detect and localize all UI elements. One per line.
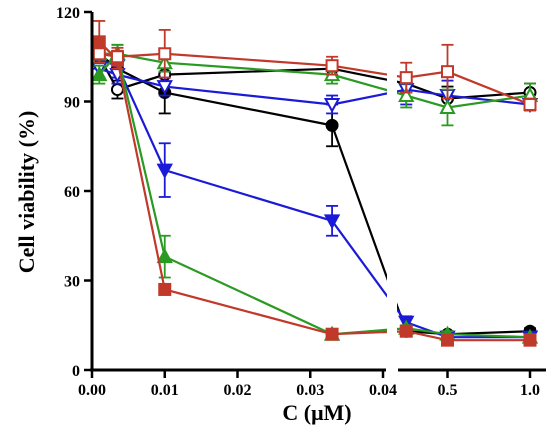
x-tick-label: 0.5 [438, 382, 458, 399]
data-point [441, 333, 454, 347]
ticks-layer: 0 30 60 90 120 0.00 0.01 0.02 0.03 0.04 0.5 1.0 [56, 5, 540, 399]
data-point [398, 86, 415, 103]
series-layer [91, 20, 539, 347]
data-point [399, 71, 413, 85]
data-point [110, 50, 124, 64]
data-point [441, 65, 454, 79]
x-tick-label: 0.01 [151, 382, 179, 399]
axis-break-gap [387, 8, 397, 358]
x-tick-label: 0.04 [369, 382, 397, 399]
x-tick-label: 1.0 [520, 382, 540, 399]
data-point [439, 98, 456, 114]
y-tick-label: 120 [56, 5, 80, 22]
x-axis-title: C (μM) [282, 400, 351, 425]
y-tick-label: 30 [64, 274, 80, 291]
data-point [323, 97, 341, 114]
y-tick-label: 90 [64, 95, 80, 112]
data-point [325, 59, 339, 73]
data-point [399, 324, 413, 338]
x-tick-label: 0.00 [78, 382, 106, 399]
series-8 [92, 28, 537, 112]
data-point [91, 66, 108, 82]
data-point [325, 327, 339, 341]
data-point [323, 214, 341, 230]
data-point [156, 248, 173, 264]
data-point [523, 97, 537, 111]
data-point [156, 163, 173, 179]
x-tick-label: 0.02 [224, 382, 252, 399]
data-point [110, 83, 124, 97]
data-point [158, 47, 172, 61]
data-point [92, 47, 106, 61]
data-point [325, 118, 339, 132]
data-point [523, 333, 537, 347]
x-tick-label: 0.03 [296, 382, 324, 399]
data-point [156, 80, 173, 96]
y-tick-label: 60 [64, 184, 80, 201]
y-axis-title: Cell viability (%) [14, 111, 39, 274]
y-tick-label: 0 [72, 363, 80, 380]
data-point [158, 282, 172, 296]
